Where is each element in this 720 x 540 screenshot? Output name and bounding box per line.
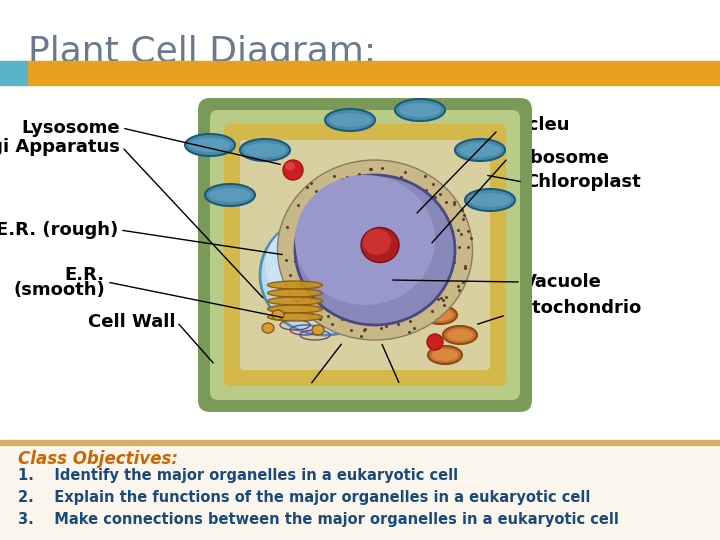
Text: 1.    Identify the major organelles in a eukaryotic cell: 1. Identify the major organelles in a eu… [18, 468, 458, 483]
Ellipse shape [205, 184, 255, 206]
Ellipse shape [361, 227, 399, 262]
Ellipse shape [260, 215, 390, 335]
Ellipse shape [277, 160, 472, 340]
Ellipse shape [363, 229, 391, 255]
Ellipse shape [268, 281, 323, 289]
Ellipse shape [428, 346, 462, 364]
Text: Membrane: Membrane [360, 348, 467, 366]
Text: Mitochondrio: Mitochondrio [508, 299, 642, 317]
Text: Nucleu: Nucleu [500, 116, 570, 134]
Text: (smooth): (smooth) [13, 281, 105, 299]
Text: Cell: Cell [345, 333, 383, 351]
Ellipse shape [185, 134, 235, 156]
Ellipse shape [312, 325, 324, 335]
Ellipse shape [447, 329, 473, 341]
Bar [0, 445, 720, 540]
Ellipse shape [325, 109, 375, 131]
Ellipse shape [268, 305, 323, 313]
Text: Lysosome: Lysosome [22, 119, 120, 137]
Ellipse shape [295, 175, 455, 325]
Bar [0, 61, 28, 85]
FancyBboxPatch shape [210, 110, 520, 400]
Text: Golgi Apparatus: Golgi Apparatus [0, 138, 120, 156]
Text: 2.    Explain the functions of the major organelles in a eukaryotic cell: 2. Explain the functions of the major or… [18, 490, 590, 505]
Ellipse shape [432, 349, 458, 361]
FancyBboxPatch shape [240, 140, 490, 370]
Ellipse shape [268, 297, 323, 305]
Ellipse shape [465, 189, 515, 211]
Text: E.R. (rough): E.R. (rough) [0, 221, 118, 239]
Bar [0, 440, 720, 445]
Text: Cell Wall: Cell Wall [88, 313, 175, 331]
Ellipse shape [209, 188, 251, 202]
Text: Cytoplasm: Cytoplasm [383, 333, 490, 351]
Text: n: n [508, 314, 521, 332]
Ellipse shape [329, 113, 371, 127]
Text: E.R.: E.R. [65, 266, 105, 284]
Ellipse shape [265, 220, 365, 310]
Text: Vacuole: Vacuole [523, 273, 602, 291]
Ellipse shape [427, 334, 443, 350]
Ellipse shape [395, 99, 445, 121]
Ellipse shape [423, 306, 457, 324]
Ellipse shape [272, 310, 284, 320]
Ellipse shape [262, 323, 274, 333]
Ellipse shape [443, 326, 477, 344]
FancyBboxPatch shape [224, 124, 506, 386]
Ellipse shape [459, 143, 501, 157]
Text: Class Objectives:: Class Objectives: [18, 450, 178, 468]
Ellipse shape [469, 193, 511, 207]
Text: 3.    Make connections between the major organelles in a eukaryotic cell: 3. Make connections between the major or… [18, 512, 619, 527]
Ellipse shape [283, 160, 303, 180]
Text: Plant Cell Diagram:: Plant Cell Diagram: [28, 35, 376, 69]
FancyBboxPatch shape [198, 98, 532, 412]
Bar [28, 61, 720, 85]
Ellipse shape [268, 313, 323, 321]
Ellipse shape [240, 139, 290, 161]
Ellipse shape [285, 162, 295, 170]
Ellipse shape [189, 138, 231, 152]
Text: Chloroplast: Chloroplast [525, 173, 641, 191]
Ellipse shape [268, 289, 323, 297]
Ellipse shape [427, 309, 453, 321]
Ellipse shape [399, 103, 441, 117]
Ellipse shape [455, 139, 505, 161]
Ellipse shape [244, 143, 286, 157]
Ellipse shape [295, 175, 435, 305]
Text: s: s [500, 131, 510, 149]
Text: Ribosome: Ribosome [510, 149, 609, 167]
